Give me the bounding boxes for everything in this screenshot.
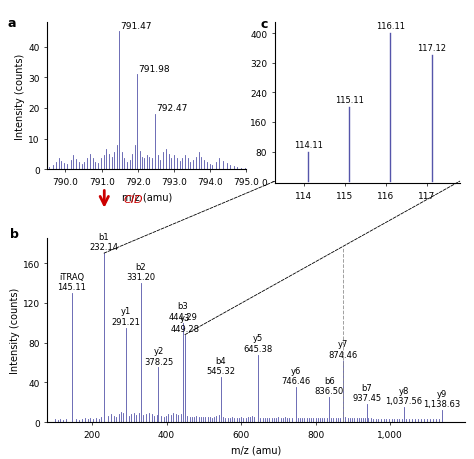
X-axis label: m/z (amu): m/z (amu)	[231, 444, 281, 454]
Text: y3
449.28: y3 449.28	[171, 313, 200, 333]
Text: CID: CID	[123, 195, 143, 205]
Text: 114.11: 114.11	[294, 140, 323, 149]
Text: y5
645.38: y5 645.38	[243, 333, 273, 353]
Text: b7
937.45: b7 937.45	[352, 383, 381, 403]
Text: a: a	[8, 17, 16, 30]
Text: 791.98: 791.98	[138, 64, 170, 73]
Text: 115.11: 115.11	[335, 96, 364, 105]
Text: b3
444.29: b3 444.29	[169, 302, 198, 321]
Text: b2
331.20: b2 331.20	[127, 262, 155, 281]
Text: b6
836.50: b6 836.50	[315, 376, 344, 396]
Text: y6
746.46: y6 746.46	[281, 366, 310, 386]
X-axis label: m/z (amu): m/z (amu)	[122, 192, 172, 202]
Text: b1
232.14: b1 232.14	[90, 232, 118, 252]
Text: y9
1,138.63: y9 1,138.63	[423, 389, 460, 409]
Y-axis label: Intensity (counts): Intensity (counts)	[16, 53, 26, 140]
Text: 792.47: 792.47	[156, 104, 188, 113]
Y-axis label: Intensity (counts): Intensity (counts)	[10, 287, 20, 374]
Text: iTRAQ
145.11: iTRAQ 145.11	[57, 272, 86, 291]
Text: b: b	[10, 228, 19, 241]
Text: y1
291.21: y1 291.21	[111, 307, 140, 326]
Text: 116.11: 116.11	[376, 22, 405, 31]
Text: y2
378.25: y2 378.25	[144, 347, 173, 366]
Text: y7
874.46: y7 874.46	[328, 339, 358, 359]
Text: 791.47: 791.47	[120, 22, 152, 31]
Text: c: c	[260, 18, 267, 31]
Text: b4
545.32: b4 545.32	[206, 356, 235, 375]
Text: y8
1,037.56: y8 1,037.56	[385, 386, 423, 405]
Text: 117.12: 117.12	[417, 44, 447, 53]
